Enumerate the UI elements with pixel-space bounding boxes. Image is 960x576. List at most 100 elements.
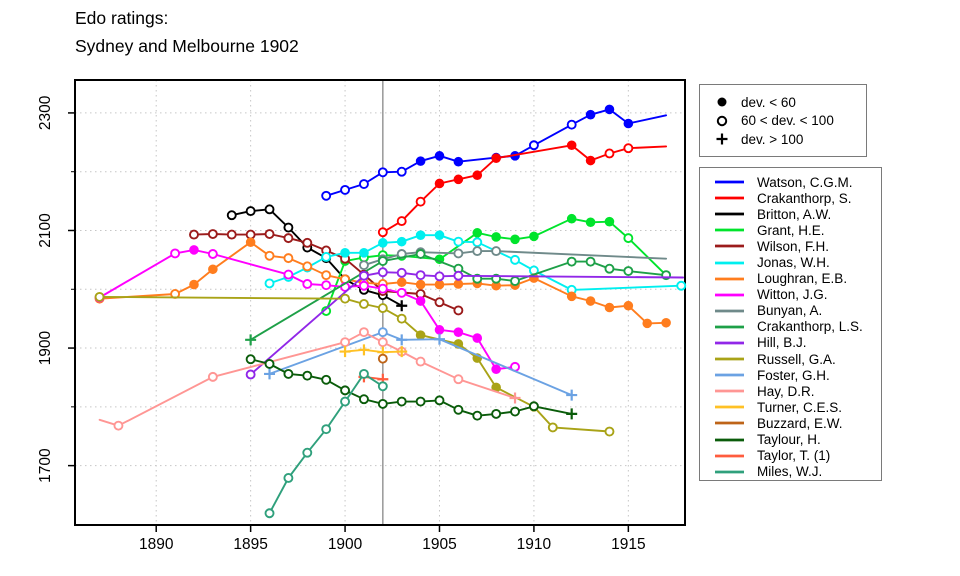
point-open-circle xyxy=(623,266,634,277)
point-open-circle xyxy=(264,229,275,239)
point-open-circle xyxy=(604,426,615,437)
point-plus xyxy=(509,392,521,404)
point-open-circle xyxy=(302,370,313,381)
point-filled-circle xyxy=(585,155,596,166)
legend-label: Foster, G.H. xyxy=(757,367,830,383)
legend-label: Taylor, T. (1) xyxy=(757,448,831,464)
point-open-circle xyxy=(226,229,237,240)
chart-title-line2: Sydney and Melbourne 1902 xyxy=(75,36,299,56)
point-filled-circle xyxy=(245,237,256,248)
series-buzzard-e-w xyxy=(377,353,388,364)
point-open-circle xyxy=(113,420,124,431)
point-filled-circle xyxy=(604,216,615,227)
point-open-circle xyxy=(377,353,388,364)
point-open-circle xyxy=(264,278,275,289)
point-open-circle xyxy=(302,279,313,289)
point-open-circle xyxy=(396,166,407,177)
point-filled-circle xyxy=(623,300,634,311)
series-line xyxy=(325,108,668,197)
point-open-circle xyxy=(377,337,388,348)
legend-label: Jonas, W.H. xyxy=(757,255,830,271)
legend-player-item: Watson, C.G.M. xyxy=(712,174,881,190)
point-filled-circle xyxy=(453,279,464,289)
point-open-circle xyxy=(434,297,445,308)
point-filled-circle xyxy=(472,228,483,238)
series-color-line-icon xyxy=(715,357,744,361)
series-color-line-icon xyxy=(715,293,744,297)
point-open-circle xyxy=(396,287,407,298)
legend-label: dev. < 60 xyxy=(741,94,796,110)
legend-marker-item: 60 < dev. < 100 xyxy=(712,112,866,131)
point-open-circle xyxy=(528,140,539,151)
series-color-line-icon xyxy=(715,196,744,200)
plot-box xyxy=(74,79,686,526)
point-open-circle xyxy=(604,148,615,159)
series-color-line-icon xyxy=(715,277,744,280)
point-filled-circle xyxy=(491,153,501,163)
point-open-circle xyxy=(358,299,369,309)
point-filled-circle xyxy=(434,279,445,290)
point-open-circle xyxy=(264,358,275,369)
point-filled-circle xyxy=(453,327,464,337)
point-open-circle xyxy=(321,251,332,262)
series-grant-h-e xyxy=(321,213,671,316)
legend-player-item: Buzzard, E.W. xyxy=(712,415,881,431)
series-russell-g-a xyxy=(94,291,615,437)
point-filled-circle xyxy=(359,248,369,258)
point-open-circle xyxy=(415,196,426,207)
point-filled-circle xyxy=(604,302,615,313)
point-filled-circle xyxy=(396,236,407,247)
point-open-circle xyxy=(377,303,388,314)
series-line xyxy=(344,348,403,354)
x-axis-tick-label: 1905 xyxy=(422,536,456,553)
point-open-circle xyxy=(207,371,218,382)
point-filled-circle xyxy=(378,238,388,248)
point-filled-circle xyxy=(434,325,445,335)
point-plus xyxy=(396,334,408,346)
point-filled-circle xyxy=(566,291,577,302)
x-axis-tick-label: 1910 xyxy=(517,536,552,553)
open-circle-icon xyxy=(716,115,728,126)
point-open-circle xyxy=(510,276,520,286)
point-open-circle xyxy=(453,236,464,247)
series-line xyxy=(98,331,516,427)
series-turner-c-e-s xyxy=(339,344,408,358)
point-filled-circle xyxy=(189,279,199,290)
point-open-circle xyxy=(283,233,294,244)
point-filled-circle xyxy=(585,296,596,306)
point-open-circle xyxy=(283,253,294,264)
point-open-circle xyxy=(377,283,388,294)
legend-player-item: Britton, A.W. xyxy=(712,206,881,222)
legend-label: Russell, G.A. xyxy=(757,351,836,367)
legend-player-item: Hill, B.J. xyxy=(712,335,881,351)
point-open-circle xyxy=(226,210,237,221)
point-open-circle xyxy=(566,256,577,267)
point-open-circle xyxy=(566,119,577,130)
series-witton-j-g xyxy=(94,245,520,375)
point-open-circle xyxy=(377,267,388,278)
legend-player-item: Russell, G.A. xyxy=(712,351,881,367)
point-open-circle xyxy=(340,184,351,195)
series-color-line-icon xyxy=(715,325,744,329)
legend-marker-item: dev. < 60 xyxy=(712,93,866,112)
y-axis-tick-label: 1900 xyxy=(37,330,54,365)
point-open-circle xyxy=(283,473,294,483)
point-open-circle xyxy=(472,246,483,257)
point-plus xyxy=(358,344,370,356)
filled-circle-icon xyxy=(717,97,727,107)
point-open-circle xyxy=(491,246,502,257)
point-filled-circle xyxy=(566,140,577,151)
legend-label: Miles, W.J. xyxy=(757,464,823,480)
point-filled-circle xyxy=(585,217,596,228)
point-open-circle xyxy=(321,280,332,291)
point-filled-circle xyxy=(453,156,464,167)
point-open-circle xyxy=(491,408,502,419)
point-open-circle xyxy=(676,280,687,291)
point-filled-circle xyxy=(453,174,464,185)
point-open-circle xyxy=(396,216,407,227)
point-open-circle xyxy=(283,222,294,233)
point-filled-circle xyxy=(585,109,596,120)
point-open-circle xyxy=(302,261,313,272)
point-open-circle xyxy=(453,305,464,316)
point-open-circle xyxy=(321,424,332,435)
